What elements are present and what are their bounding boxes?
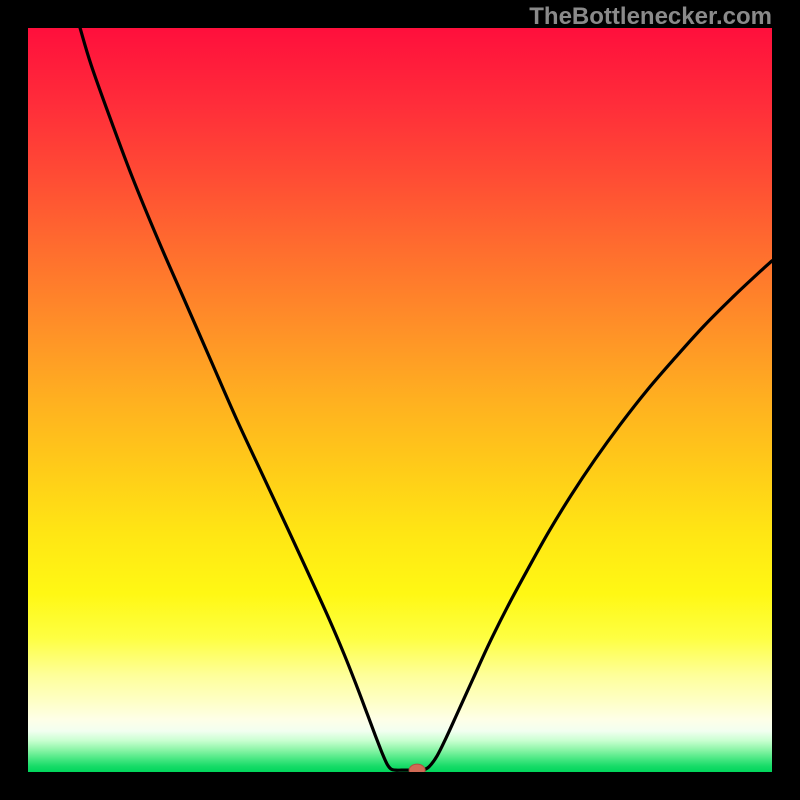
- bottleneck-chart: TheBottlenecker.com: [0, 0, 800, 800]
- optimal-point-marker: [409, 764, 425, 772]
- plot-svg: [28, 28, 772, 772]
- gradient-background: [28, 28, 772, 772]
- watermark-text: TheBottlenecker.com: [529, 3, 772, 31]
